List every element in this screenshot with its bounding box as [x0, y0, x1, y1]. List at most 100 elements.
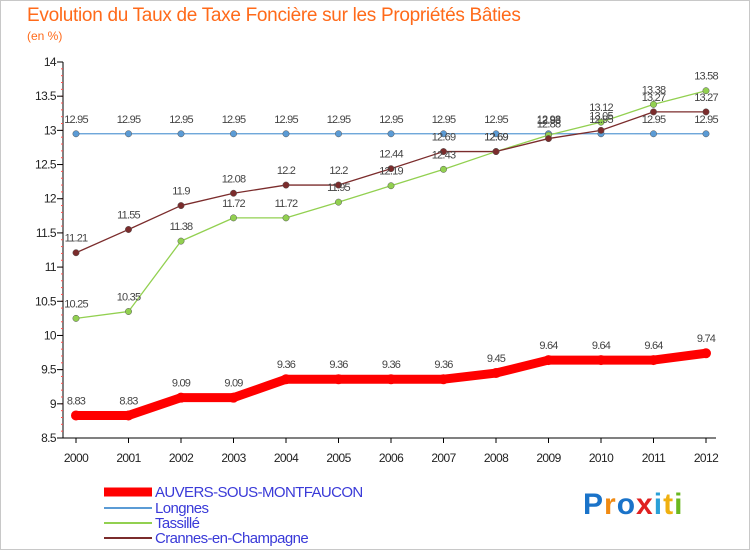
data-label: 12.95: [589, 114, 613, 126]
data-point: [230, 130, 237, 138]
data-label: 12.95: [327, 114, 351, 126]
x-tick-label: 2006: [379, 451, 404, 465]
x-tick-label: 2010: [589, 451, 614, 465]
data-point: [177, 202, 185, 210]
data-label: 13.27: [642, 92, 666, 104]
x-tick-label: 2012: [694, 451, 719, 465]
legend-entry: Crannes-en-Champagne: [155, 530, 308, 547]
legend: AUVERS-SOUS-MONTFAUCONLongnesTassilléCra…: [104, 484, 363, 547]
data-label: 9.36: [434, 359, 453, 371]
data-point: [440, 148, 447, 156]
chart-title: Evolution du Taux de Taxe Foncière sur l…: [27, 5, 521, 26]
data-point: [386, 374, 396, 385]
data-label: 12.95: [484, 114, 508, 126]
data-point: [282, 181, 290, 189]
data-label: 10.25: [64, 298, 88, 310]
data-point: [648, 355, 659, 366]
data-label: 12.19: [379, 166, 403, 178]
proxiti-logo: Proxiti: [583, 488, 683, 522]
data-label: 12.95: [117, 114, 141, 126]
x-tick-label: 2000: [64, 451, 89, 465]
data-label: 9.36: [277, 359, 296, 371]
data-point: [492, 130, 500, 138]
data-point: [177, 130, 185, 138]
data-label: 9.64: [539, 340, 558, 352]
y-tick-label: 11: [45, 260, 57, 274]
data-point: [545, 135, 552, 143]
x-tick-label: 2005: [326, 451, 351, 465]
data-point: [125, 130, 132, 138]
data-label: 11.72: [222, 198, 245, 210]
x-tick-label: 2002: [169, 451, 194, 465]
logo-letter: o: [616, 488, 637, 521]
legend-entry: Tassillé: [155, 515, 200, 532]
x-tick-label: 2001: [116, 451, 141, 465]
data-point: [491, 368, 501, 379]
data-label: 11.72: [275, 198, 298, 210]
data-point: [72, 249, 80, 257]
y-tick-label: 9.5: [41, 363, 57, 377]
x-tick-label: 2007: [431, 451, 456, 465]
data-label: 11.21: [65, 233, 88, 245]
logo-letter: x: [636, 488, 654, 521]
data-point: [701, 348, 711, 359]
data-label: 13.38: [642, 84, 666, 96]
data-point: [387, 165, 395, 173]
y-tick-label: 9: [50, 397, 57, 411]
data-point: [72, 314, 80, 322]
data-label: 8.83: [119, 395, 138, 407]
data-point: [282, 130, 290, 138]
data-point: [333, 374, 344, 385]
chart-axes: 8.5 9 9.5 10 10.5 11 11.5 12 12.5 13 13.5 14 2000 200…: [35, 55, 720, 465]
data-label: 12.95: [379, 114, 403, 126]
logo-letter: P: [583, 488, 605, 521]
data-labels: 12.95 12.95 12.95 12.95 12.95 12.95 12.95 12.95…: [64, 71, 719, 408]
data-label: 11.95: [327, 182, 350, 194]
legend-entry: AUVERS-SOUS-MONTFAUCON: [155, 484, 363, 501]
data-label: 12.2: [329, 165, 348, 177]
data-point: [125, 308, 132, 315]
data-point: [335, 130, 342, 138]
data-label: 9.36: [382, 359, 401, 371]
data-label: 13.12: [589, 102, 613, 114]
data-point: [492, 148, 500, 156]
data-label: 9.09: [172, 378, 191, 390]
x-tick-label: 2004: [274, 451, 299, 465]
logo-letter: t: [663, 488, 675, 521]
legend-entry: Longnes: [155, 500, 208, 517]
data-label: 13.27: [694, 92, 718, 104]
data-point: [650, 100, 657, 108]
y-tick-label: 10: [44, 328, 57, 342]
data-label: 12.08: [222, 173, 246, 185]
data-point: [702, 108, 710, 116]
data-point: [72, 130, 80, 138]
data-label: 12.93: [537, 115, 561, 127]
data-label: 12.95: [432, 114, 456, 126]
chart-unit: (en %): [27, 29, 63, 43]
y-tick-label: 12.5: [35, 158, 57, 172]
data-point: [335, 198, 342, 206]
data-label: 9.74: [697, 333, 716, 345]
x-tick-label: 2011: [642, 451, 666, 465]
y-tick-label: 13.5: [35, 89, 57, 103]
y-tick-label: 12: [44, 192, 57, 206]
y-tick-label: 10.5: [35, 294, 57, 308]
data-label: 9.09: [224, 378, 243, 390]
data-point: [125, 226, 132, 233]
data-point: [597, 126, 605, 134]
data-label: 12.95: [642, 114, 666, 126]
data-label: 12.69: [484, 132, 508, 144]
data-label: 11.38: [170, 221, 193, 233]
data-point: [177, 237, 185, 245]
logo-letter: i: [674, 488, 684, 521]
data-label: 12.88: [537, 119, 561, 131]
data-label: 10.35: [117, 292, 141, 304]
data-label: 9.36: [329, 359, 348, 371]
data-point: [230, 214, 237, 222]
data-label: 12.95: [64, 114, 88, 126]
x-tick-label: 2008: [484, 451, 509, 465]
data-label: 12.69: [484, 132, 508, 144]
data-label: 12.95: [274, 114, 298, 126]
